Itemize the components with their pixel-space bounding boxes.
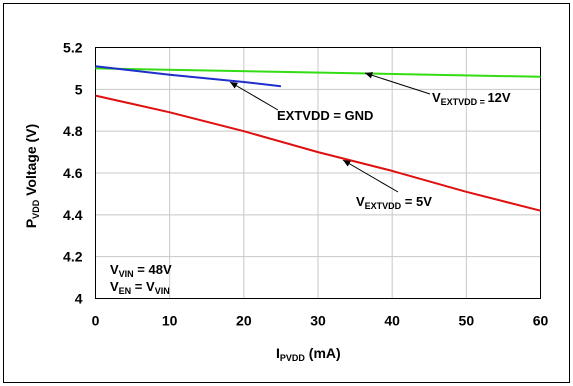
axis-titles: IPVDD (mA) PVDD Voltage (V) <box>23 124 341 363</box>
series-line <box>95 67 541 78</box>
x-axis-title: IPVDD (mA) <box>276 345 341 363</box>
y-tick-label: 4.8 <box>63 123 83 139</box>
x-tick-label: 20 <box>236 313 252 329</box>
annotation-5v: VEXTVDD = 5V <box>356 194 432 211</box>
annotation-vin: VVIN = 48V <box>110 262 172 279</box>
grid <box>95 47 541 299</box>
x-tick-label: 60 <box>533 313 549 329</box>
x-tick-label: 0 <box>92 313 100 329</box>
y-tick-label: 4.4 <box>63 207 83 223</box>
series-line <box>95 65 282 88</box>
annotations: VEXTVDD = 12V EXTVDD = GND VEXTVDD = 5V VVI… <box>110 90 511 296</box>
annotation-leader <box>342 159 399 193</box>
x-tick-label: 50 <box>459 313 475 329</box>
annotation-arrowhead <box>365 72 373 79</box>
series-lines <box>95 65 541 212</box>
x-tick-label: 30 <box>310 313 326 329</box>
y-axis-title: PVDD Voltage (V) <box>23 124 41 228</box>
annotation-12v: VEXTVDD = 12V <box>432 90 511 107</box>
plot-area-border <box>95 47 541 299</box>
outer-frame <box>3 3 570 383</box>
annotation-leader <box>364 72 431 95</box>
y-tick-label: 4 <box>75 291 83 307</box>
y-tick-label: 4.6 <box>63 165 83 181</box>
tick-labels: 0 10 20 30 40 50 60 4 4.2 4.4 4.6 4.8 5 5.2 <box>63 40 548 329</box>
x-tick-label: 40 <box>384 313 400 329</box>
y-tick-label: 5 <box>75 81 83 97</box>
annotation-arrowhead <box>343 160 351 167</box>
annotation-leader <box>229 81 279 111</box>
annotation-arrowhead <box>230 82 238 89</box>
series-line <box>95 94 541 212</box>
x-tick-label: 10 <box>162 313 178 329</box>
y-tick-label: 5.2 <box>63 40 83 56</box>
annotation-gnd: EXTVDD = GND <box>277 108 373 123</box>
annotation-arrows <box>229 72 431 193</box>
y-tick-label: 4.2 <box>63 249 83 265</box>
annotation-ven: VEN = VVIN <box>110 279 170 296</box>
